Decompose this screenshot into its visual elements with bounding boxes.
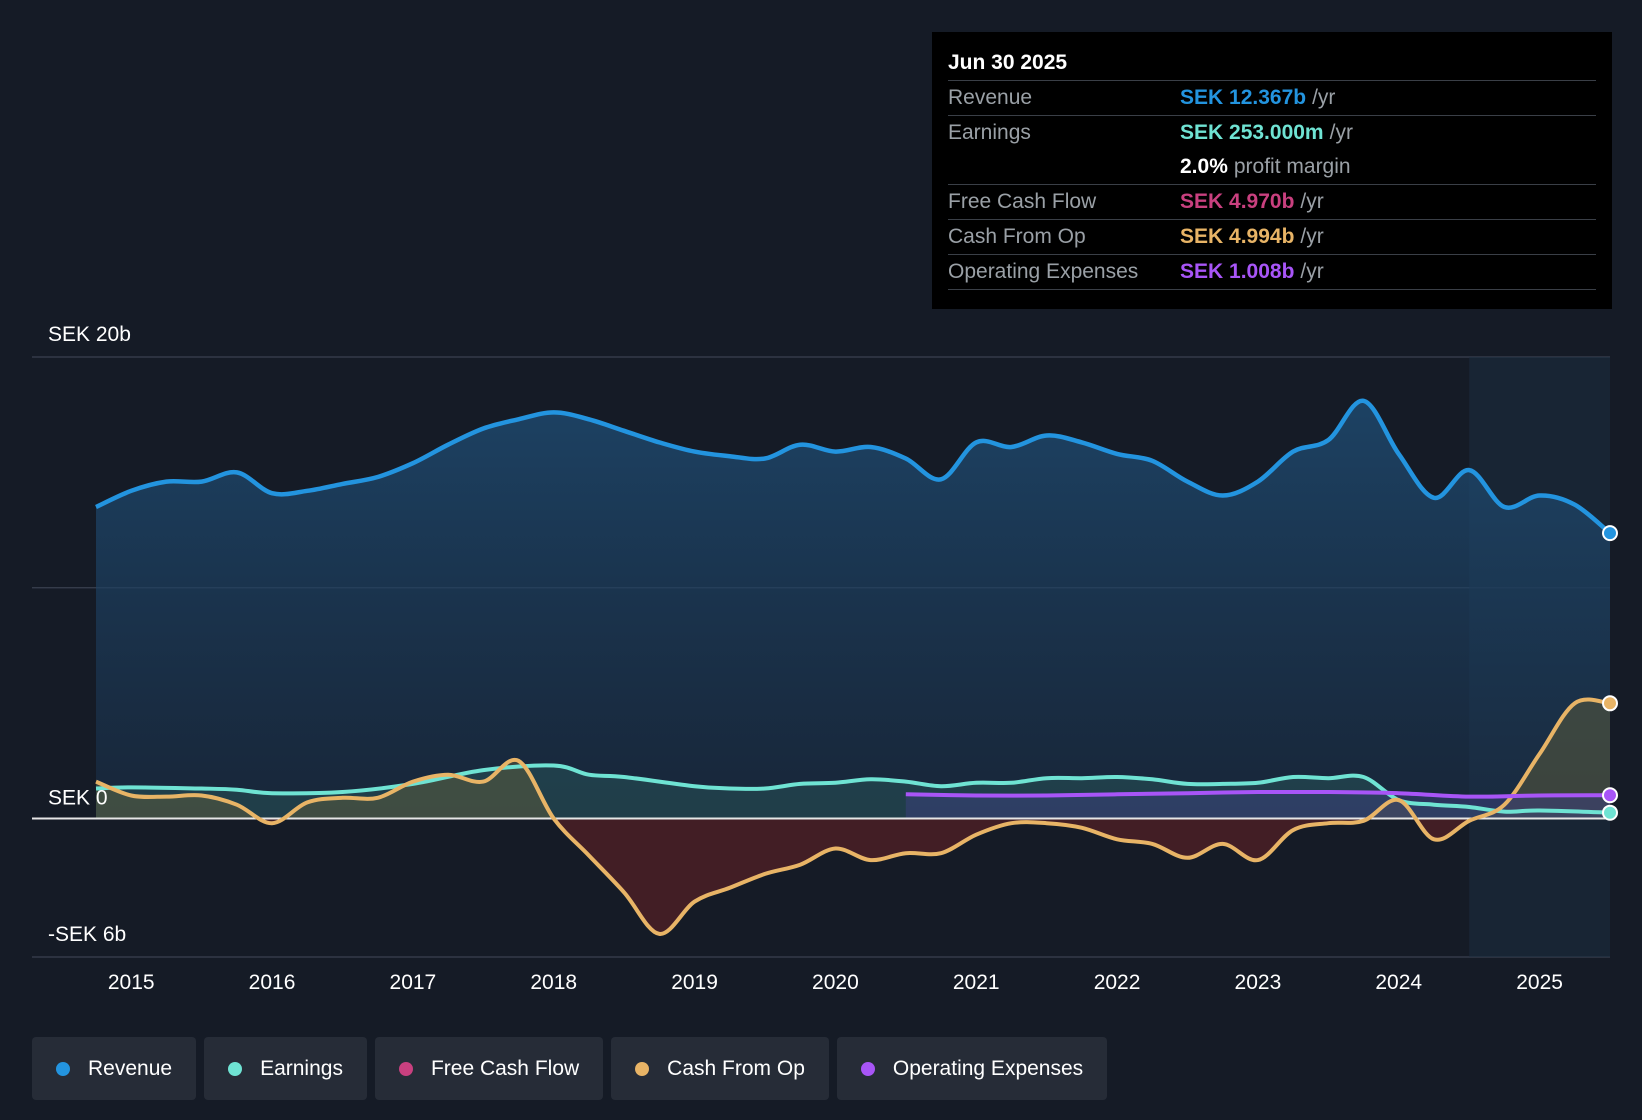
tooltip-value: SEK 4.994b — [1180, 225, 1295, 248]
x-tick-label: 2020 — [812, 971, 859, 994]
tooltip-unit: /yr — [1300, 190, 1324, 213]
operating-expenses-end-dot — [1602, 787, 1618, 804]
legend-label: Earnings — [260, 1056, 343, 1080]
tooltip-row-revenue: Revenue SEK 12.367b /yr — [948, 81, 1596, 116]
tooltip-row-margin: 2.0% profit margin — [948, 150, 1596, 185]
legend-item-operating-expenses[interactable]: Operating Expenses — [836, 1037, 1108, 1100]
tooltip-label: Operating Expenses — [948, 260, 1139, 283]
tooltip-row-opex: Operating Expenses SEK 1.008b /yr — [948, 255, 1596, 290]
tooltip-panel: Jun 30 2025 Revenue SEK 12.367b /yr Earn… — [932, 32, 1612, 309]
legend-item-earnings[interactable]: Earnings — [204, 1037, 367, 1100]
free-cash-flow-negative-area — [258, 818, 1475, 934]
tooltip-value: SEK 12.367b — [1180, 86, 1307, 109]
tooltip-row-cfo: Cash From Op SEK 4.994b /yr — [948, 220, 1596, 255]
cash-from-op-positive-area — [96, 699, 1610, 819]
cash-from-op-line — [95, 697, 1611, 936]
tooltip-value: 2.0% — [1180, 155, 1228, 178]
y-tick-label: SEK 20b — [48, 323, 131, 346]
legend-label: Free Cash Flow — [430, 1056, 580, 1080]
x-tick-label: 2015 — [108, 971, 155, 994]
y-tick-label: -SEK 6b — [48, 923, 126, 946]
legend-dot-icon — [228, 1061, 243, 1076]
legend-label: Cash From Op — [667, 1056, 805, 1080]
legend: Revenue Earnings Free Cash Flow Cash Fro… — [32, 1037, 1108, 1100]
revenue-line — [95, 398, 1612, 535]
legend-dot-icon — [860, 1061, 875, 1076]
legend-dot-icon — [56, 1061, 70, 1076]
cash-from-op-end-dot — [1602, 695, 1618, 712]
operating-expenses-area — [905, 791, 1610, 819]
x-tick-label: 2019 — [671, 971, 718, 994]
tooltip-unit: /yr — [1300, 225, 1324, 248]
y-tick-label: SEK 0 — [48, 787, 108, 810]
operating-expenses-line — [905, 789, 1611, 799]
x-tick-label: 2025 — [1516, 971, 1563, 994]
tooltip-unit: profit margin — [1233, 155, 1351, 178]
tooltip-label: Earnings — [948, 121, 1031, 144]
legend-label: Revenue — [88, 1056, 173, 1080]
tooltip-label: Revenue — [948, 86, 1033, 109]
tooltip-unit: /yr — [1312, 86, 1336, 109]
tooltip-label: Free Cash Flow — [948, 190, 1097, 213]
legend-item-free-cash-flow[interactable]: Free Cash Flow — [374, 1037, 604, 1100]
tooltip-row-fcf: Free Cash Flow SEK 4.970b /yr — [948, 185, 1596, 220]
x-tick-label: 2021 — [953, 971, 1000, 994]
tooltip-row-earnings: Earnings SEK 253.000m /yr — [948, 116, 1596, 150]
x-tick-label: 2016 — [249, 971, 296, 994]
tooltip-date: Jun 30 2025 — [948, 46, 1596, 81]
tooltip-value: SEK 253.000m — [1180, 121, 1324, 144]
legend-label: Operating Expenses — [892, 1056, 1084, 1080]
x-tick-label: 2024 — [1375, 971, 1422, 994]
x-tick-label: 2017 — [390, 971, 437, 994]
x-tick-label: 2023 — [1235, 971, 1282, 994]
tooltip-unit: /yr — [1329, 121, 1353, 144]
tooltip-label: Cash From Op — [948, 225, 1086, 248]
x-tick-label: 2022 — [1094, 971, 1141, 994]
revenue-end-dot — [1602, 525, 1618, 542]
x-tick-label: 2018 — [530, 971, 577, 994]
tooltip-value: SEK 1.008b — [1180, 260, 1295, 283]
earnings-end-dot — [1602, 804, 1618, 821]
legend-item-cash-from-op[interactable]: Cash From Op — [611, 1037, 829, 1100]
tooltip-value: SEK 4.970b — [1180, 190, 1295, 213]
revenue-area — [96, 400, 1610, 819]
tooltip-unit: /yr — [1300, 260, 1324, 283]
legend-dot-icon — [635, 1061, 650, 1076]
legend-dot-icon — [398, 1061, 413, 1076]
legend-item-revenue[interactable]: Revenue — [32, 1037, 197, 1100]
